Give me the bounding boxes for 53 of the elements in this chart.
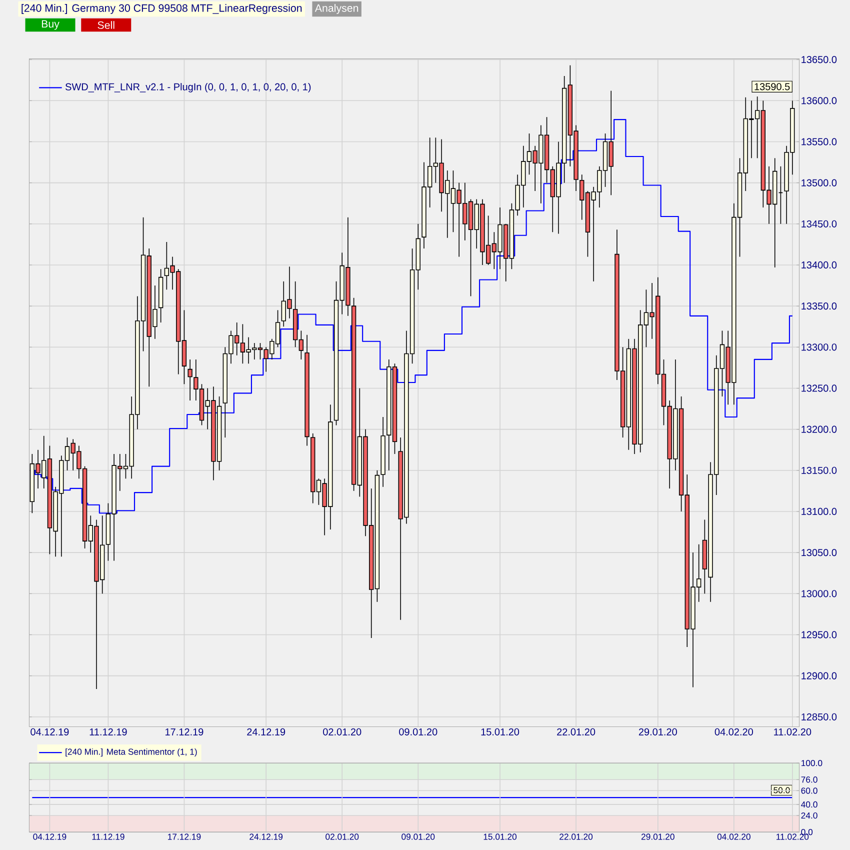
x-tick-label: 11.12.19 [90, 728, 127, 736]
y-tick-label: 12850.0 [802, 713, 837, 720]
x-tick-label: 04.12.19 [30, 728, 69, 736]
x-tick-label: 24.12.19 [247, 728, 286, 736]
y-tick-label: 13300.0 [802, 344, 837, 351]
y-tick-label: 13050.0 [802, 549, 837, 556]
y-tick-label: 24.0 [801, 812, 818, 819]
y-tick-label: 12900.0 [802, 672, 837, 680]
y-tick-label: 13100.0 [802, 508, 837, 516]
x-tick-label: 22.01.20 [560, 834, 593, 840]
y-tick-label: 13250.0 [802, 384, 837, 392]
y-tick-label: 13350.0 [802, 302, 837, 310]
text: Buy [42, 20, 60, 30]
text: Sell [98, 21, 114, 29]
x-tick-label: 04.02.20 [714, 728, 753, 736]
legend-label: [240 Min.] Meta Sentimentor (1, 1) [66, 748, 197, 757]
y-tick-label: 13150.0 [802, 466, 837, 474]
candlestick [188, 359, 192, 401]
x-tick-label: 15.01.20 [481, 728, 520, 736]
x-tick-label: 11.02.20 [774, 728, 812, 736]
y-tick-label: 13550.0 [802, 138, 837, 146]
x-tick-label: 17.12.19 [166, 728, 204, 736]
y-tick-label: 12950.0 [802, 631, 837, 638]
x-tick-label: 29.01.20 [641, 834, 674, 840]
y-tick-label: 13600.0 [802, 97, 837, 104]
x-tick-label: 02.01.20 [326, 834, 359, 840]
x-tick-label: 11.02.20 [776, 834, 809, 840]
x-tick-label: 04.02.20 [717, 834, 750, 840]
y-tick-label: 0.0 [801, 829, 813, 836]
x-tick-label: 29.01.20 [638, 728, 677, 736]
y-tick-label: 60.0 [801, 788, 818, 794]
y-tick-label: 13000.0 [802, 590, 837, 598]
x-tick-label: 02.01.20 [323, 728, 362, 736]
annotation: 13590.5 [754, 83, 790, 90]
chart-title: [240 Min.] Germany 30 CFD 99508 MTF_LinearRegression [22, 4, 302, 14]
legend-label: SWD_MTF_LNR_v2.1 - PlugIn (0, 0, 1, 0, 1, 0, 20, 0, 1) [65, 83, 311, 92]
y-tick-label: 13500.0 [802, 179, 837, 186]
y-tick-label: 13200.0 [802, 426, 837, 433]
x-tick-label: 09.01.20 [402, 834, 435, 840]
y-tick-label: 13650.0 [802, 56, 837, 64]
y-tick-label: 40.0 [801, 801, 818, 808]
y-tick-label: 13450.0 [802, 220, 837, 228]
x-tick-label: 11.12.19 [92, 834, 124, 840]
y-tick-label: 76.0 [801, 776, 818, 783]
x-tick-label: 24.12.19 [250, 834, 283, 840]
text: Analysen [314, 4, 358, 14]
x-tick-label: 04.12.19 [33, 834, 66, 840]
x-tick-label: 15.01.20 [484, 834, 517, 840]
x-tick-label: 17.12.19 [168, 834, 201, 840]
x-tick-label: 22.01.20 [557, 728, 596, 736]
y-tick-label: 100.0 [802, 760, 822, 766]
x-tick-label: 09.01.20 [399, 728, 438, 736]
y-tick-label: 13400.0 [802, 261, 837, 269]
